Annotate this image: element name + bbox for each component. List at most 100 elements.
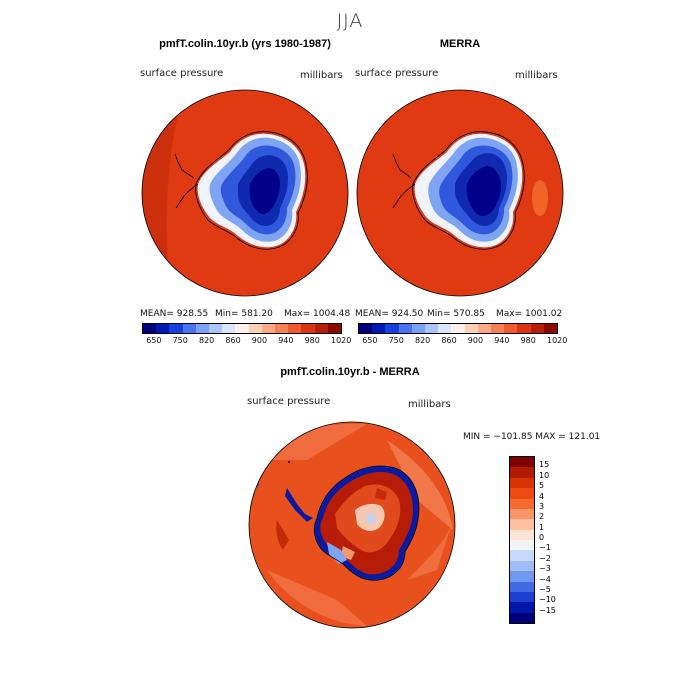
colorbar-swatch (182, 324, 196, 333)
colorbar-tick-label: −10 (539, 595, 556, 605)
colorbar-tick-label: 980 (520, 336, 536, 345)
panel1-variable-label: surface pressure (140, 68, 224, 79)
panel2-polar-map (356, 89, 564, 297)
colorbar-swatch (425, 324, 439, 333)
colorbar-swatch (385, 324, 399, 333)
colorbar-swatch (510, 550, 534, 561)
colorbar-swatch (510, 571, 534, 582)
panel1-colorbar (142, 323, 342, 334)
panel1-max: Max= 1004.48 (284, 309, 351, 319)
colorbar-tick-label: 650 (362, 336, 378, 345)
colorbar-tick-label: 820 (199, 336, 215, 345)
colorbar-tick-label: 980 (304, 336, 320, 345)
colorbar-swatch (451, 324, 465, 333)
colorbar-swatch (517, 324, 531, 333)
colorbar-swatch (288, 324, 302, 333)
colorbar-tick-label: 2 (539, 512, 545, 522)
colorbar-tick-label: −2 (539, 553, 551, 563)
panel3-units-label: millibars (408, 399, 451, 410)
season-title: JJA (336, 10, 364, 32)
colorbar-swatch (510, 498, 534, 509)
colorbar-swatch (209, 324, 223, 333)
colorbar-tick-label: 860 (441, 336, 457, 345)
colorbar-tick-label: 900 (467, 336, 484, 345)
colorbar-swatch (510, 560, 534, 572)
colorbar-tick-label: 940 (278, 336, 294, 345)
colorbar-swatch (530, 324, 544, 333)
colorbar-swatch (314, 324, 328, 333)
colorbar-swatch (543, 324, 558, 333)
colorbar-tick-label: 900 (251, 336, 268, 345)
colorbar-tick-label: 0 (539, 533, 545, 542)
colorbar-swatch (477, 324, 492, 333)
panel2-colorbar-ticks: 650 750 820 860 900 940 980 1020 (358, 336, 567, 348)
colorbar-swatch (398, 324, 412, 333)
colorbar-tick-label: 750 (172, 336, 188, 345)
panel3-title: pmfT.colin.10yr.b - MERRA (280, 366, 420, 378)
colorbar-swatch (491, 324, 505, 333)
colorbar-swatch (510, 488, 534, 499)
colorbar-tick-label: 860 (225, 336, 241, 345)
colorbar-tick-label: 750 (388, 336, 404, 345)
colorbar-swatch (156, 324, 170, 333)
colorbar-swatch (372, 324, 386, 333)
colorbar-swatch (411, 324, 426, 333)
colorbar-swatch (510, 602, 534, 613)
panel2-variable-label: surface pressure (355, 68, 439, 79)
panel2-colorbar (358, 323, 558, 334)
panel1-title: pmfT.colin.10yr.b (yrs 1980-1987) (159, 38, 331, 50)
panel3-variable-label: surface pressure (247, 396, 331, 407)
colorbar-tick-label: 4 (539, 491, 545, 501)
panel1-polar-map (141, 89, 349, 297)
colorbar-swatch (510, 457, 534, 468)
colorbar-swatch (261, 324, 276, 333)
colorbar-swatch (510, 519, 534, 530)
colorbar-tick-label: 15 (539, 460, 550, 470)
colorbar-swatch (510, 591, 534, 603)
colorbar-tick-label: 5 (539, 481, 545, 491)
panel2-units-label: millibars (515, 70, 558, 81)
colorbar-tick-label: 940 (494, 336, 510, 345)
colorbar-tick-label: −3 (539, 564, 551, 574)
colorbar-tick-label: −4 (539, 574, 551, 584)
colorbar-swatch (510, 540, 534, 551)
colorbar-tick-label: −5 (539, 584, 551, 594)
colorbar-swatch (327, 324, 342, 333)
panel3-polar-map (248, 421, 456, 629)
colorbar-tick-label: −1 (539, 543, 551, 553)
colorbar-tick-label: 820 (415, 336, 431, 345)
colorbar-tick-label: 3 (539, 501, 545, 511)
colorbar-tick-label: 1020 (331, 336, 352, 345)
colorbar-tick-label: 650 (146, 336, 162, 345)
panel2-title: MERRA (439, 38, 481, 50)
colorbar-swatch (510, 477, 534, 489)
panel1-min: Min= 581.20 (215, 309, 273, 319)
colorbar-swatch (222, 324, 236, 333)
colorbar-swatch (169, 324, 183, 333)
colorbar-swatch (359, 324, 373, 333)
colorbar-swatch (510, 467, 534, 478)
colorbar-tick-label: −15 (539, 605, 556, 615)
colorbar-swatch (464, 324, 478, 333)
panel1-colorbar-ticks: 650 750 820 860 900 940 980 1020 (142, 336, 351, 348)
panel3-minmax: MIN = −101.85 MAX = 121.01 (463, 432, 601, 442)
colorbar-swatch (143, 324, 157, 333)
colorbar-swatch (235, 324, 249, 333)
colorbar-swatch (301, 324, 315, 333)
colorbar-tick-label: 10 (539, 470, 550, 480)
panel1-units-label: millibars (300, 70, 343, 81)
colorbar-swatch (510, 508, 534, 520)
colorbar-swatch (510, 581, 534, 592)
panel2-max: Max= 1001.02 (496, 309, 563, 319)
panel3-colorbar-ticks: 15 10 5 4 3 2 1 0 −1 −2 −3 −4 −5 −10 −15 (539, 456, 579, 622)
colorbar-swatch (504, 324, 518, 333)
panel2-mean: MEAN= 924.50 (355, 309, 424, 319)
colorbar-swatch (510, 529, 534, 540)
panel1-mean: MEAN= 928.55 (140, 309, 209, 319)
colorbar-tick-label: 1 (539, 522, 545, 532)
colorbar-tick-label: 1020 (547, 336, 568, 345)
colorbar-swatch (510, 612, 534, 623)
colorbar-swatch (195, 324, 210, 333)
colorbar-swatch (438, 324, 452, 333)
colorbar-swatch (248, 324, 262, 333)
